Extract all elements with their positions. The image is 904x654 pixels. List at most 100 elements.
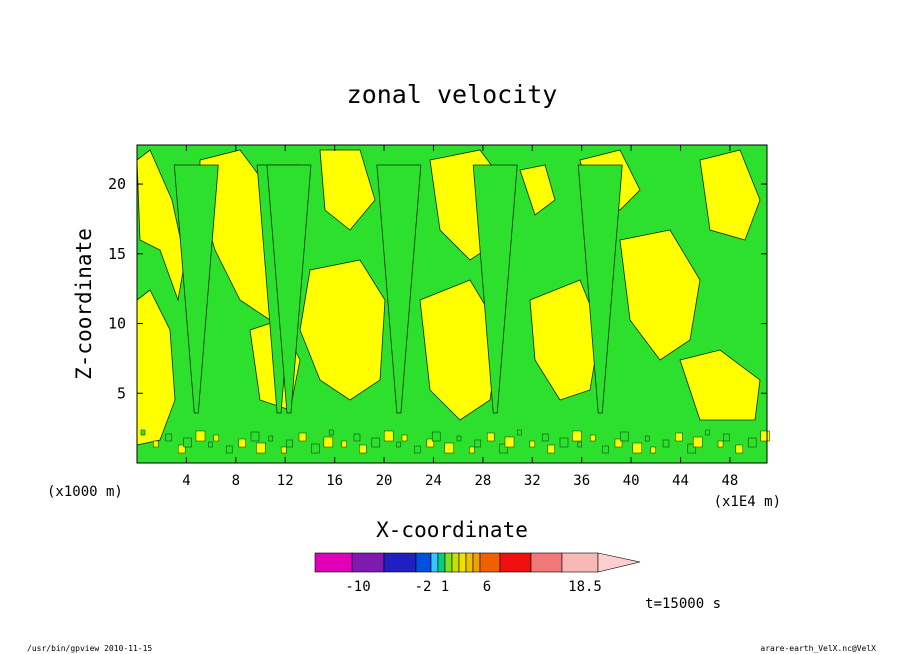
contour-region — [699, 149, 761, 241]
colorbar-swatch — [561, 552, 599, 573]
contour-cell — [499, 443, 508, 454]
contour-cell — [280, 446, 287, 454]
contour-region — [419, 279, 501, 421]
plume-region — [577, 164, 623, 414]
contour-cell — [328, 429, 334, 436]
contour-cell — [444, 442, 454, 454]
colorbar-swatch — [465, 552, 474, 573]
contour-cell — [504, 436, 515, 448]
contour-cell — [541, 433, 549, 442]
colorbar-labels: -10 -2 1 6 18.5 — [345, 579, 602, 595]
x-tick-label: 16 — [326, 473, 343, 489]
contour-cell — [311, 443, 320, 454]
x-tick-label: 4 — [182, 473, 190, 489]
contour-region — [679, 349, 761, 421]
colorbar-label: 6 — [483, 579, 491, 595]
colorbar-swatch — [499, 552, 532, 573]
contour-cell — [371, 437, 381, 448]
x-tick-label: 40 — [623, 473, 640, 489]
contour-cell — [383, 430, 394, 442]
contour-cell — [140, 429, 146, 436]
x-tick-label: 32 — [524, 473, 541, 489]
contour-cell — [431, 431, 441, 442]
contour-cell — [396, 441, 401, 448]
contour-cell — [644, 435, 650, 442]
contour-cell — [650, 446, 656, 454]
x-tick-label: 8 — [232, 473, 240, 489]
contour-cell — [474, 439, 482, 448]
colorbar-swatch — [351, 552, 385, 573]
plot-area — [136, 144, 770, 464]
contour-region — [529, 279, 601, 401]
contour-cell — [414, 445, 421, 454]
x-tick-label: 20 — [376, 473, 393, 489]
colorbar-swatch — [451, 552, 460, 573]
contour-cell — [486, 432, 495, 442]
contour-cell — [268, 435, 274, 442]
contour-cell — [717, 440, 724, 448]
contour-cell — [517, 429, 522, 436]
y-tick-label: 15 — [108, 245, 126, 263]
colorbar-swatch — [415, 552, 432, 573]
x-tick-label: 48 — [722, 473, 739, 489]
x-tick-label: 12 — [277, 473, 294, 489]
y-tick-label: 5 — [117, 384, 126, 402]
contour-cell — [213, 434, 220, 442]
contour-cell — [620, 431, 629, 442]
contour-cell — [589, 434, 596, 442]
time-label: t=15000 s — [645, 596, 721, 612]
contour-cell — [256, 442, 266, 454]
y-tick-label: 20 — [108, 175, 126, 193]
x-axis-label: X-coordinate — [376, 518, 528, 542]
colorbar-label: -2 — [415, 579, 432, 595]
footer-right: arare-earth_VelX.nc@VelX — [760, 644, 876, 653]
contour-region — [136, 149, 186, 302]
y-unit-label: (x1000 m) — [47, 484, 123, 500]
x-tick-label: 28 — [474, 473, 491, 489]
contour-cell — [250, 431, 260, 442]
y-axis-ticks: 5 10 15 20 — [108, 175, 767, 402]
contour-cell — [225, 445, 233, 454]
contour-cell — [165, 433, 173, 442]
contour-cell — [687, 443, 697, 454]
contour-cell — [760, 430, 770, 442]
colorbar-swatch — [314, 552, 353, 573]
plume-region — [173, 164, 219, 414]
y-axis-label: Z-coordinate — [72, 228, 96, 380]
contour-cell — [456, 435, 462, 442]
colorbar-label: 1 — [441, 579, 449, 595]
contour-region — [519, 164, 556, 216]
colorbar-label: -10 — [345, 579, 370, 595]
chart-title: zonal velocity — [347, 80, 558, 109]
contour-cell — [469, 446, 475, 454]
x-tick-label: 36 — [573, 473, 590, 489]
contour-cell — [286, 439, 293, 448]
contour-cell — [195, 430, 206, 442]
contour-cell — [401, 434, 408, 442]
contour-cell — [359, 444, 367, 454]
colorbar-swatch — [437, 552, 446, 573]
contour-cell — [735, 444, 744, 454]
contour-cell — [662, 439, 670, 448]
colorbar-swatch — [472, 552, 481, 573]
contour-cell — [547, 444, 555, 454]
contour-cell — [298, 432, 307, 442]
contour-cell — [559, 437, 569, 448]
contour-cell — [529, 440, 536, 448]
contour-cell — [675, 432, 683, 442]
contour-cell — [208, 441, 213, 448]
contour-cell — [692, 436, 703, 448]
footer-left: /usr/bin/gpview 2010-11-15 — [27, 644, 152, 653]
contour-cell — [614, 438, 623, 448]
y-tick-label: 10 — [108, 315, 126, 333]
plume-region — [376, 164, 422, 414]
contour-cell — [353, 433, 361, 442]
contour-cell — [632, 442, 643, 454]
x-tick-label: 44 — [672, 473, 689, 489]
x-unit-label: (x1E4 m) — [714, 494, 781, 510]
colorbar-swatch — [430, 552, 439, 573]
colorbar-label: 18.5 — [568, 579, 602, 595]
contour-cell — [602, 445, 609, 454]
colorbar-arrow — [597, 552, 641, 573]
